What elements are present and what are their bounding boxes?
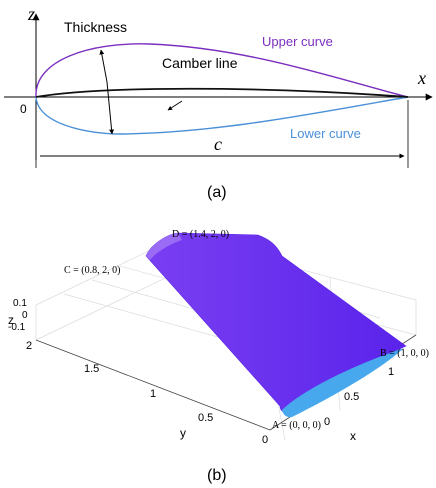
z-tick: 0 <box>22 310 28 321</box>
camber-line <box>35 87 409 98</box>
y-tick: 1 <box>150 388 156 400</box>
x-tick: 1 <box>388 366 394 378</box>
z-axis-label: z <box>27 4 35 24</box>
x-axis-label-3d: x <box>350 429 356 443</box>
caption-b: (b) <box>207 467 227 484</box>
upper-curve <box>35 43 409 98</box>
root-section <box>282 348 404 418</box>
point-label-a: A = (0, 0, 0) <box>272 420 321 431</box>
panel-a-airfoil-diagram: z x 0 Thickness Camber line Upper curve … <box>4 4 433 201</box>
tip-section <box>146 233 182 260</box>
lower-curve <box>35 96 409 135</box>
point-label-d: D = (1.4, 2, 0) <box>172 229 229 240</box>
z-tick: -0.1 <box>8 322 26 333</box>
x-axis-label: x <box>417 68 426 88</box>
y-tick: 1.5 <box>84 363 99 375</box>
upper-curve-label: Upper curve <box>262 34 333 49</box>
thickness-arrow <box>99 49 108 83</box>
caption-a: (a) <box>207 184 227 201</box>
x-tick: 0.5 <box>344 391 359 403</box>
thickness-arrow-down <box>106 81 115 135</box>
camber-label: Camber line <box>162 55 238 71</box>
point-label-c: C = (0.8, 2, 0) <box>64 265 120 276</box>
y-tick: 2 <box>26 340 32 352</box>
lower-curve-label: Lower curve <box>290 126 361 141</box>
y-tick: 0.5 <box>198 412 213 424</box>
origin-label: 0 <box>20 102 27 116</box>
z-axis-label-3d: z <box>8 313 14 327</box>
camber-pointer <box>167 100 183 111</box>
chord-label: c <box>214 134 222 154</box>
thickness-label: Thickness <box>64 19 127 35</box>
x-tick: 0 <box>324 416 330 428</box>
y-axis-label-3d: y <box>180 426 186 440</box>
z-tick: 0.1 <box>13 298 27 309</box>
point-label-b: B = (1, 0, 0) <box>380 348 429 359</box>
wing-surface <box>145 232 407 414</box>
y-tick: 0 <box>262 434 268 446</box>
panel-b-wing-plot: z 0.1 0 -0.1 2 1.5 1 0.5 0 y 0 0.5 1 x A… <box>8 229 429 484</box>
